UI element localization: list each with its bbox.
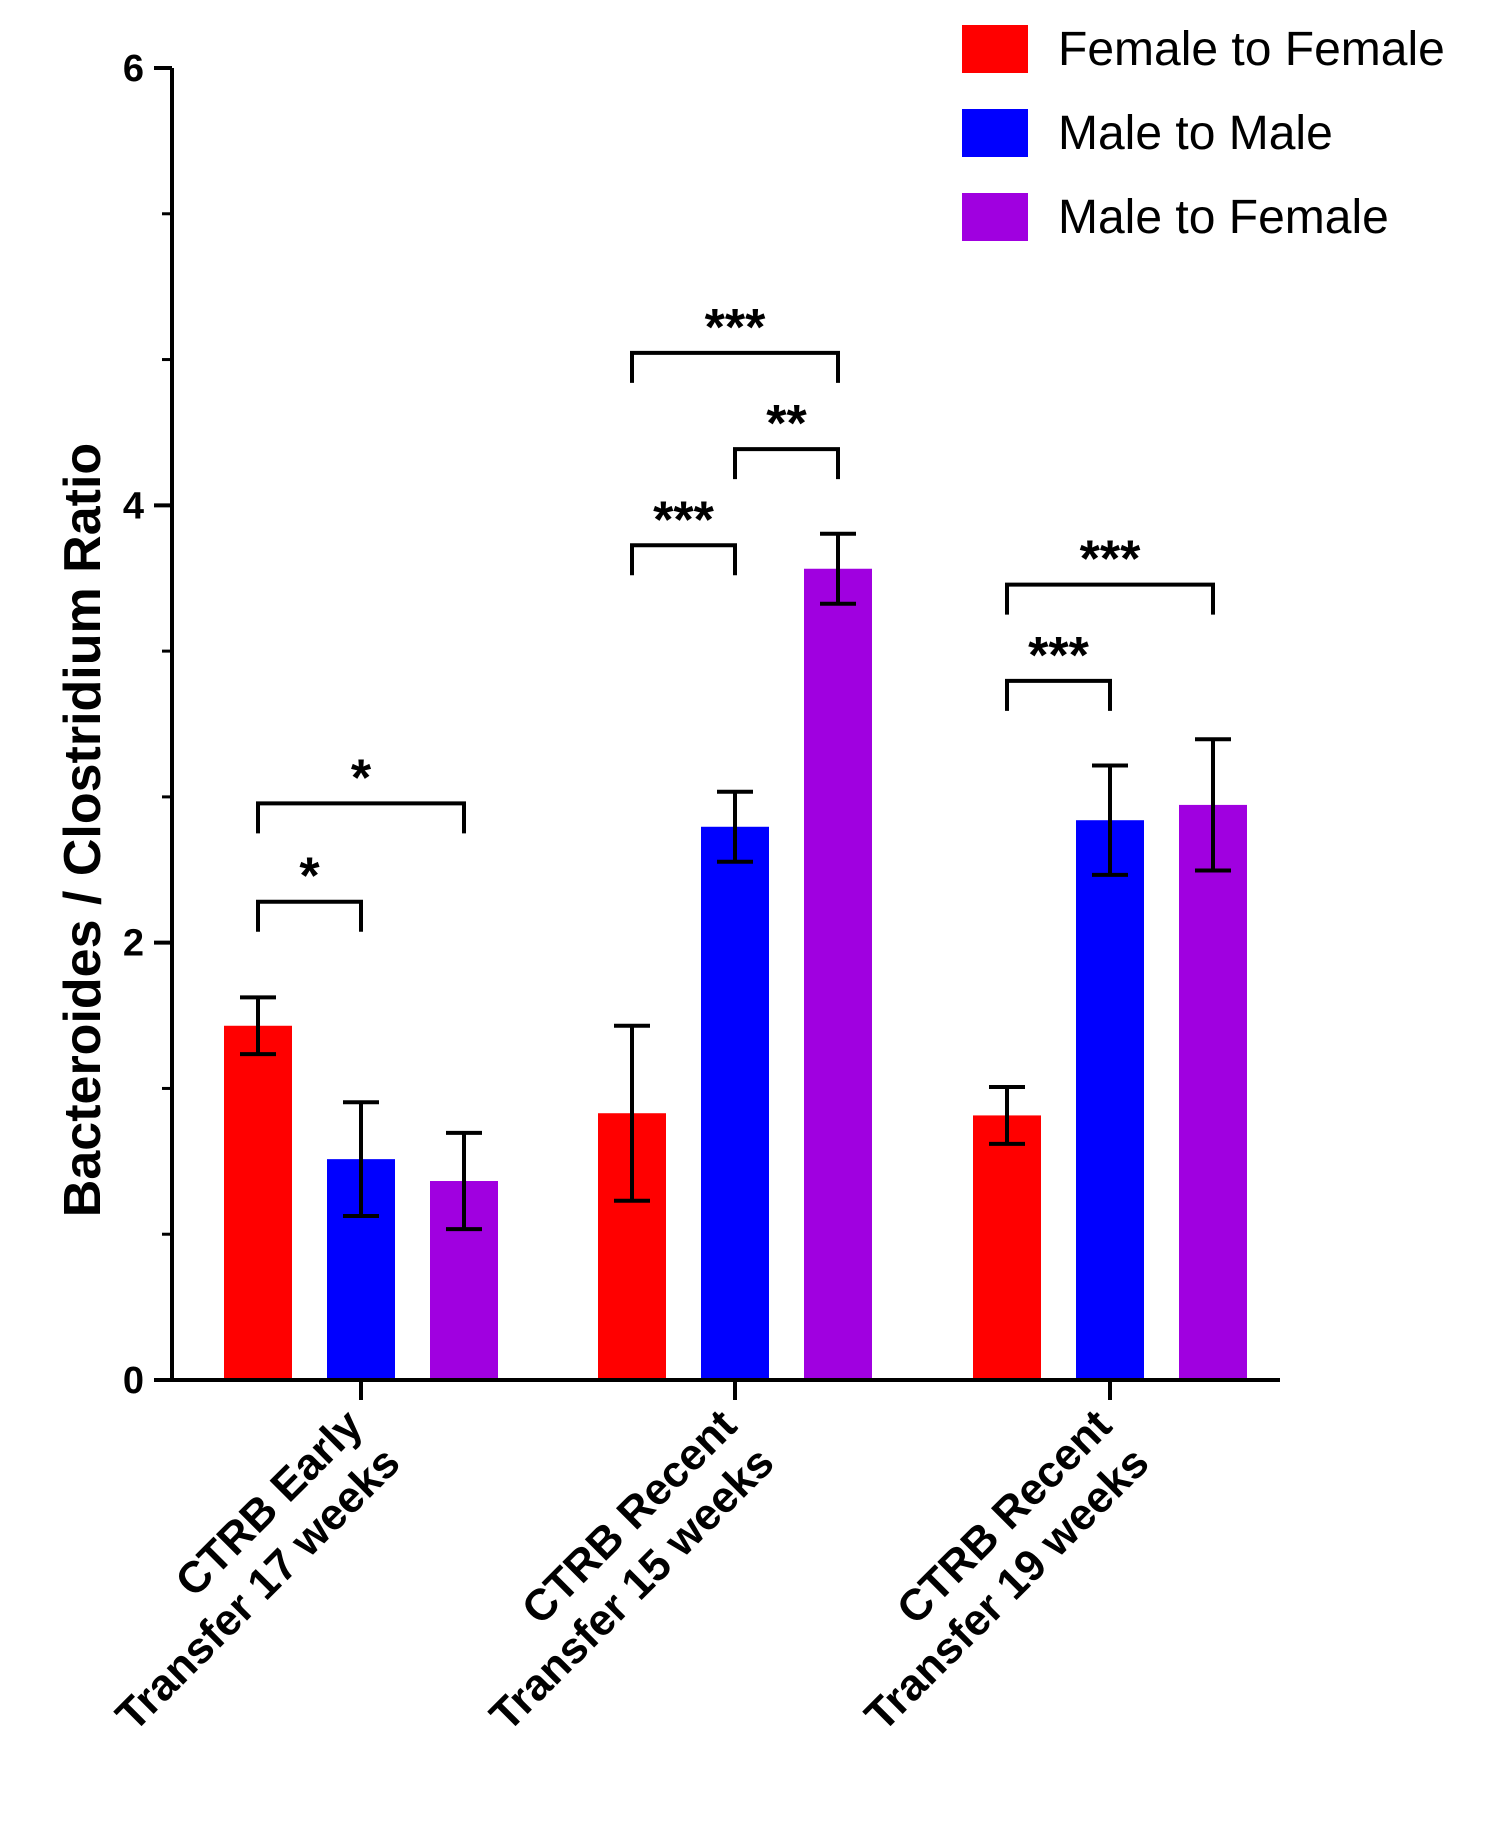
significance-bracket-5 xyxy=(1005,678,1112,711)
significance-label-3: ** xyxy=(766,395,807,453)
legend-label-1: Male to Male xyxy=(1058,107,1333,160)
bar-1-2 xyxy=(1076,820,1144,1380)
significance-label-4: *** xyxy=(705,299,766,357)
significance-bracket-4 xyxy=(630,350,840,383)
significance-bracket-0 xyxy=(256,899,363,932)
significance-brackets: **************** xyxy=(256,299,1215,932)
significance-bracket-6 xyxy=(1005,582,1215,615)
significance-bracket-1 xyxy=(256,801,466,834)
significance-label-0: * xyxy=(299,848,320,906)
x-category-label-2: CTRB RecentTransfer 19 weeks xyxy=(818,1400,1158,1740)
bar-2-1 xyxy=(804,568,872,1380)
significance-label-5: *** xyxy=(1028,627,1089,685)
y-tick-label-0: 0 xyxy=(123,1360,144,1402)
legend-swatch-1 xyxy=(962,109,1028,157)
significance-label-6: *** xyxy=(1080,531,1141,589)
error-bars xyxy=(240,531,1231,1232)
x-category-label-0: CTRB EarlyTransfer 17 weeks xyxy=(69,1400,409,1740)
y-tick-label-2: 4 xyxy=(123,485,144,527)
y-tick-labels: 0 2 4 6 xyxy=(123,48,144,1402)
legend-swatch-0 xyxy=(962,25,1028,73)
significance-bracket-2 xyxy=(630,543,737,576)
x-category-labels: CTRB EarlyTransfer 17 weeks CTRB RecentTr… xyxy=(69,1400,1159,1740)
legend-label-0: Female to Female xyxy=(1058,23,1445,76)
significance-label-1: * xyxy=(351,749,372,807)
bar-1-1 xyxy=(701,826,769,1380)
bars xyxy=(224,568,1247,1380)
y-tick-label-1: 2 xyxy=(123,923,144,965)
axes xyxy=(154,66,1280,1400)
legend: Female to Female Male to Male Male to Fema… xyxy=(962,23,1445,244)
y-axis-title: Bacteroides / Clostridium Ratio xyxy=(54,443,112,1217)
x-category-label-1: CTRB RecentTransfer 15 weeks xyxy=(443,1400,783,1740)
bar-0-0 xyxy=(224,1025,292,1380)
significance-label-2: *** xyxy=(653,491,714,549)
y-tick-label-3: 6 xyxy=(123,48,144,90)
legend-label-2: Male to Female xyxy=(1058,191,1389,244)
bar-0-2 xyxy=(973,1115,1041,1380)
significance-bracket-3 xyxy=(733,447,840,480)
bar-2-2 xyxy=(1179,804,1247,1380)
legend-swatch-2 xyxy=(962,193,1028,241)
